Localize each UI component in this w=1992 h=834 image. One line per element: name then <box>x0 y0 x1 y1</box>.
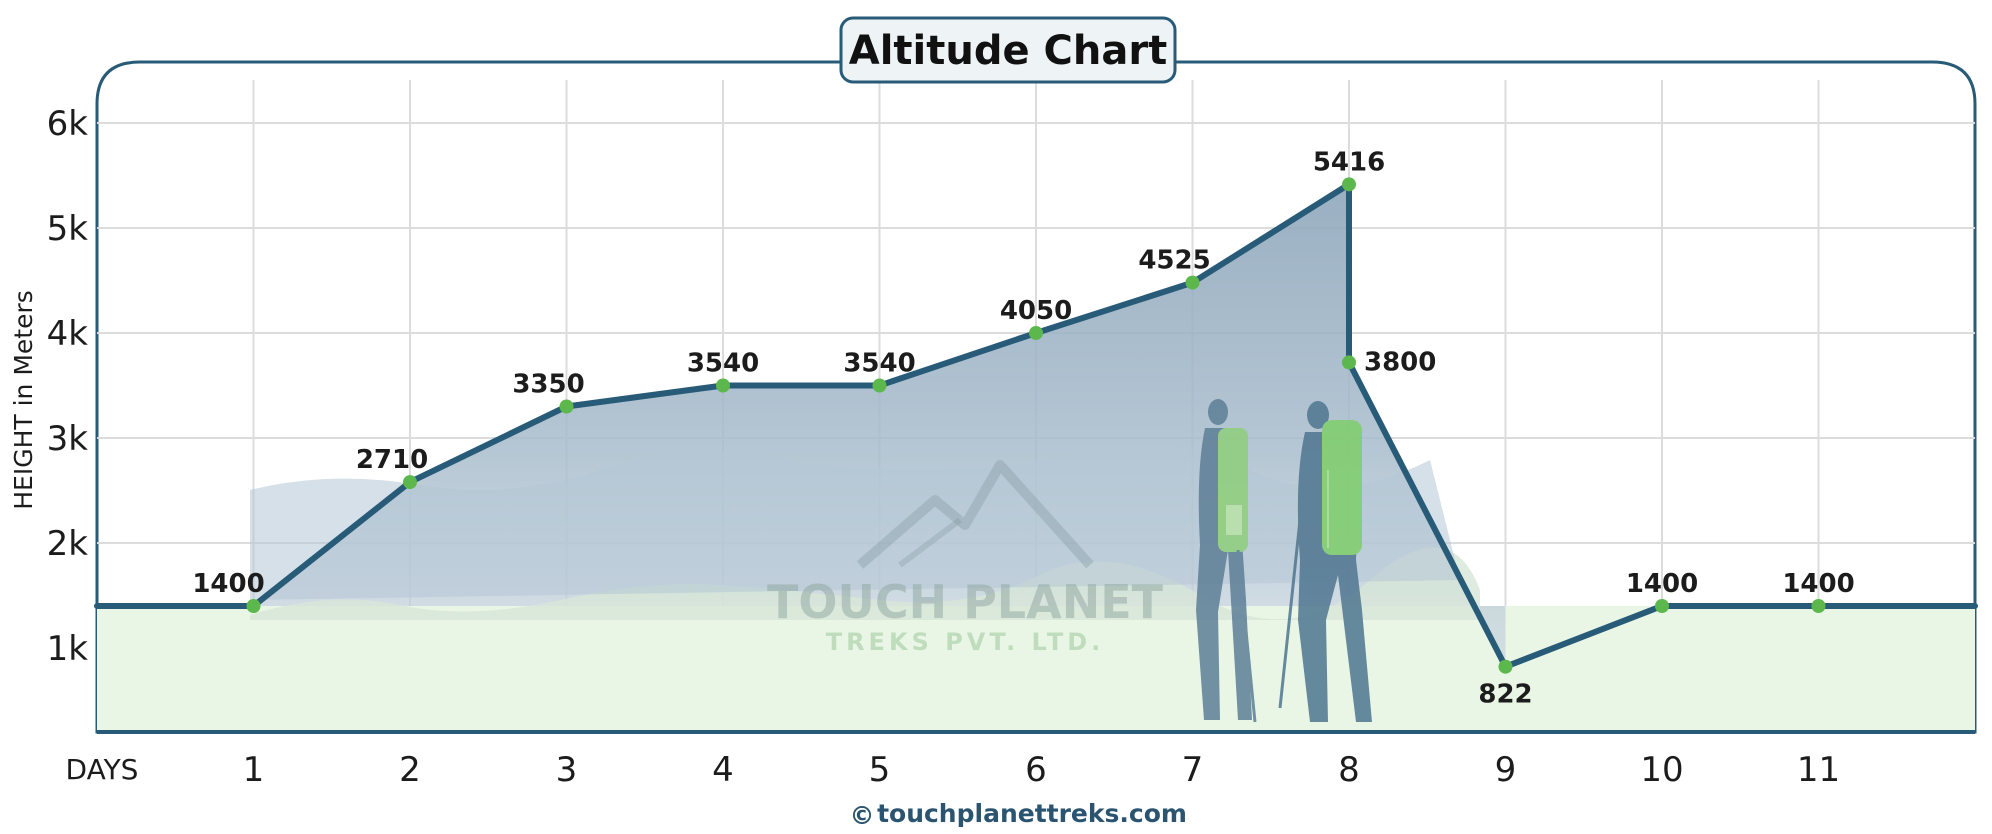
logo-mountain-icon <box>856 460 1094 569</box>
data-label: 3540 <box>687 349 759 379</box>
altitude-series-line <box>94 181 1978 670</box>
data-point-marker <box>872 378 887 393</box>
x-tick-label: 2 <box>399 750 421 790</box>
footer-website-link[interactable]: touchplanettreks.com <box>877 799 1187 828</box>
chart-title: Altitude Chart <box>849 28 1167 74</box>
data-label: 4050 <box>1000 296 1072 326</box>
data-labels: 1400 2710 3350 3540 3540 4050 4525 5416 3800 822 1… <box>192 147 1854 709</box>
y-axis-title: HEIGHT in Meters <box>9 290 38 510</box>
data-label: 4525 <box>1138 246 1210 276</box>
y-tick-label: 4k <box>47 314 89 354</box>
data-point-marker <box>1342 177 1356 192</box>
data-point-marker <box>1342 355 1356 370</box>
area-layer <box>97 184 1975 732</box>
data-label: 3540 <box>843 349 915 379</box>
x-tick-label: 6 <box>1025 750 1047 790</box>
data-label: 2710 <box>356 445 428 475</box>
data-point-marker <box>559 399 574 414</box>
data-label: 822 <box>1478 680 1532 710</box>
mountain-ridge-shape <box>250 443 1460 600</box>
data-label: 5416 <box>1313 147 1385 177</box>
data-label: 3350 <box>512 370 584 400</box>
x-tick-label: 7 <box>1182 750 1204 790</box>
data-label: 1400 <box>192 569 264 599</box>
data-point-marker <box>246 599 261 613</box>
title-box <box>839 16 1177 84</box>
x-tick-label: 4 <box>712 750 734 790</box>
data-point-marker <box>1029 326 1043 340</box>
x-tick-label: 10 <box>1640 750 1683 790</box>
data-point-marker <box>1185 275 1200 290</box>
data-point-marker <box>1655 599 1669 613</box>
data-label: 1400 <box>1782 569 1854 599</box>
x-tick-label: 3 <box>556 750 578 790</box>
data-label: 3800 <box>1364 347 1436 377</box>
copyright-icon: © <box>850 801 875 830</box>
x-tick-label: 5 <box>869 750 891 790</box>
data-point-marker <box>403 475 417 490</box>
footer: © touchplanettreks.com <box>850 799 1187 830</box>
x-tick-label: 9 <box>1495 750 1517 790</box>
series-line-layer <box>94 181 1978 670</box>
watermark-logo-subtext: TREKS PVT. LTD. <box>826 628 1105 656</box>
y-tick-label: 2k <box>47 524 89 564</box>
markers <box>246 177 1826 674</box>
y-tick-label: 3k <box>47 419 89 459</box>
x-tick-label: 8 <box>1338 750 1360 790</box>
watermark-layer: TOUCH PLANET TREKS PVT. LTD. <box>767 399 1372 723</box>
data-point-marker <box>1498 659 1513 674</box>
hikers-illustration-icon <box>1196 399 1372 723</box>
x-axis-title: DAYS <box>66 753 139 786</box>
tick-labels: 1k 2k 3k 4k 5k 6k 1 2 3 4 5 6 7 8 9 10 11 <box>47 104 1840 790</box>
data-point-marker <box>716 378 730 393</box>
data-point-marker <box>1811 599 1826 613</box>
y-tick-label: 5k <box>47 209 89 249</box>
y-tick-label: 1k <box>47 629 89 669</box>
ground-band <box>97 606 1975 732</box>
foothill-shape <box>250 547 1480 620</box>
data-label: 1400 <box>1626 569 1698 599</box>
watermark-logo-text: TOUCH PLANET <box>767 575 1164 629</box>
x-tick-label: 1 <box>243 750 265 790</box>
x-tick-label: 11 <box>1797 750 1840 790</box>
y-tick-label: 6k <box>47 104 89 144</box>
